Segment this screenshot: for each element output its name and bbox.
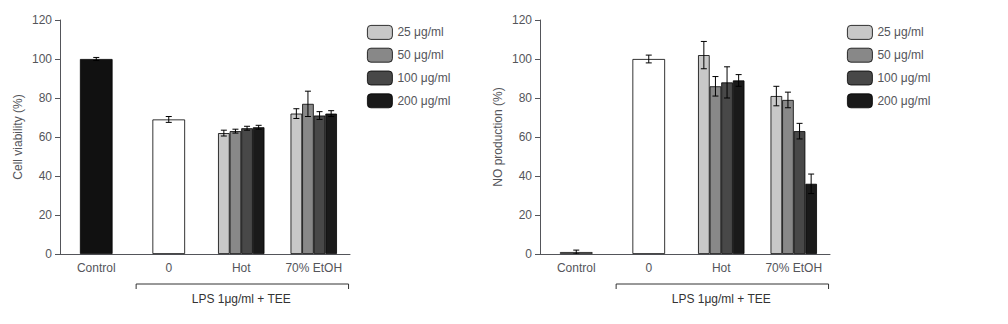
svg-text:25 μg/ml: 25 μg/ml	[397, 25, 443, 39]
svg-text:Hot: Hot	[232, 261, 251, 275]
svg-text:70% EtOH: 70% EtOH	[765, 261, 822, 275]
svg-text:70% EtOH: 70% EtOH	[285, 261, 342, 275]
svg-text:Control: Control	[77, 261, 116, 275]
svg-text:80: 80	[519, 91, 533, 105]
svg-text:100: 100	[512, 52, 532, 66]
svg-text:80: 80	[39, 91, 53, 105]
svg-text:40: 40	[39, 169, 53, 183]
svg-text:100 μg/ml: 100 μg/ml	[877, 71, 930, 85]
svg-text:40: 40	[519, 169, 533, 183]
svg-text:NO production (%): NO production (%)	[491, 87, 505, 186]
svg-text:60: 60	[519, 130, 533, 144]
svg-text:100 μg/ml: 100 μg/ml	[397, 71, 450, 85]
svg-text:Control: Control	[557, 261, 596, 275]
svg-text:20: 20	[39, 208, 53, 222]
svg-text:60: 60	[39, 130, 53, 144]
svg-text:0: 0	[45, 247, 52, 261]
svg-text:50 μg/ml: 50 μg/ml	[877, 48, 923, 62]
svg-text:120: 120	[32, 13, 52, 27]
svg-text:0: 0	[525, 247, 532, 261]
svg-text:120: 120	[512, 13, 532, 27]
svg-text:200 μg/ml: 200 μg/ml	[877, 94, 930, 108]
svg-text:LPS 1μg/ml + TEE: LPS 1μg/ml + TEE	[192, 292, 291, 306]
svg-text:25 μg/ml: 25 μg/ml	[877, 25, 923, 39]
svg-text:0: 0	[165, 261, 172, 275]
svg-text:Cell viability (%): Cell viability (%)	[11, 94, 25, 179]
svg-text:0: 0	[645, 261, 652, 275]
svg-text:100: 100	[32, 52, 52, 66]
svg-text:50 μg/ml: 50 μg/ml	[397, 48, 443, 62]
svg-text:20: 20	[519, 208, 533, 222]
svg-text:200 μg/ml: 200 μg/ml	[397, 94, 450, 108]
svg-text:LPS 1μg/ml + TEE: LPS 1μg/ml + TEE	[672, 292, 771, 306]
svg-text:Hot: Hot	[712, 261, 731, 275]
